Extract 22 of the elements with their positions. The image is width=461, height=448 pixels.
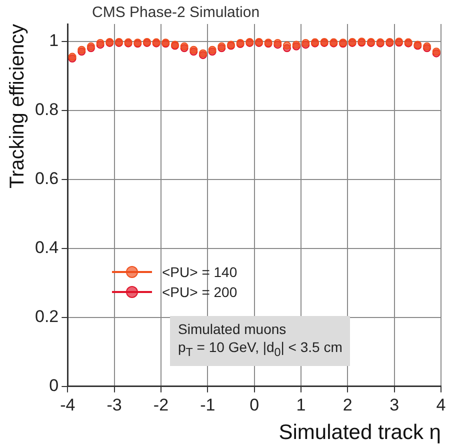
- y-tick-label: 0.6: [34, 169, 59, 188]
- x-axis-title: Simulated track η: [278, 421, 441, 444]
- annotation: p$_{T}$ = 10 GeV, |d$_{0}$| < 3.5 cm: [178, 339, 342, 359]
- legend-label: <PU> = 200: [162, 284, 238, 300]
- annotation: Simulated muons: [178, 321, 286, 337]
- x-tick-label: 3: [390, 395, 400, 414]
- y-tick-label: 1: [49, 30, 59, 50]
- x-tick-label: -3: [106, 395, 122, 414]
- x-tick-label: 2: [342, 395, 352, 414]
- y-tick-label: 0.8: [34, 100, 59, 119]
- chart-title: CMS Phase-2 Simulation: [92, 4, 260, 21]
- x-tick-label: 1: [296, 395, 306, 414]
- x-tick-label: -1: [200, 395, 216, 414]
- y-tick-label: 0.4: [34, 238, 59, 258]
- y-axis-title: Tracking efficiency: [6, 24, 29, 189]
- y-tick-label: 0.2: [34, 307, 59, 326]
- x-tick-label: -4: [60, 395, 76, 414]
- x-tick-label: 4: [436, 395, 446, 414]
- x-tick-label: 0: [250, 395, 260, 414]
- y-tick-label: 0: [49, 376, 59, 396]
- legend-label: <PU> = 140: [162, 264, 238, 280]
- x-tick-label: -2: [153, 395, 169, 414]
